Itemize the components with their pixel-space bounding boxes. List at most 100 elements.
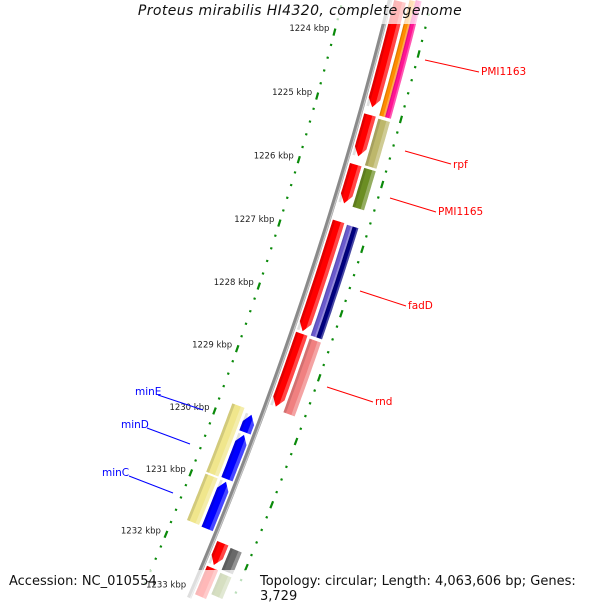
feature-shadow (206, 403, 235, 473)
gene-label-minc[interactable]: minC (102, 467, 129, 479)
gene-label-rpf[interactable]: rpf (453, 159, 468, 171)
minor-tick (322, 69, 326, 72)
feature-fwd-cog-b[interactable] (385, 0, 422, 119)
gene-label-rnd[interactable]: rnd (375, 396, 392, 408)
minor-tick (289, 183, 293, 187)
major-tick (269, 500, 275, 509)
minor-tick (253, 297, 256, 300)
map-title: Proteus mirabilis HI4320, complete genom… (137, 3, 463, 19)
minor-tick (329, 43, 333, 47)
major-tick (360, 245, 365, 254)
feature-highlight (247, 415, 258, 435)
minor-tick (352, 273, 356, 277)
callout-line-mind (146, 427, 191, 445)
major-tick (398, 115, 404, 124)
minor-tick (373, 209, 376, 212)
feature-fwd-cds[interactable] (366, 0, 406, 109)
feature-shadow (201, 479, 223, 528)
minor-tick (265, 259, 269, 263)
feature-shadow (239, 412, 249, 432)
gene-label-fadd[interactable]: fadD (408, 300, 433, 312)
feature-fwd-cds[interactable] (338, 163, 362, 206)
gene-label-mind[interactable]: minD (121, 419, 149, 431)
feature-rev-cds[interactable] (221, 432, 250, 482)
tick-label: 1224 kbp (289, 24, 329, 34)
feature-highlight (360, 115, 376, 158)
minor-tick (208, 422, 212, 425)
ruler-tick-labels: 1224 kbp 1225 kbp 1226 kbp 1227 kbp 1228 kbp… (121, 24, 330, 590)
major-tick (256, 282, 262, 290)
minor-tick (395, 131, 399, 134)
minor-tick (410, 78, 414, 82)
feature-body (310, 224, 353, 338)
feature-fwd-cds[interactable] (296, 219, 345, 334)
feature-fwd-cds[interactable] (352, 113, 376, 158)
feature-shadow (208, 541, 220, 564)
feature-highlight (374, 2, 406, 109)
feature-fwd-cog[interactable] (283, 338, 321, 417)
feature-fwd-cog[interactable] (352, 167, 376, 211)
minor-tick (326, 350, 330, 354)
callout-line-fadd (359, 290, 407, 307)
feature-rev-cds[interactable] (201, 479, 232, 532)
footer-backdrop (0, 570, 600, 600)
minor-tick (275, 490, 279, 494)
feature-fwd-cog-b[interactable] (316, 226, 359, 340)
feature-body (273, 331, 308, 407)
gene-label-pmi1163[interactable]: PMI1163 (481, 66, 526, 78)
tick-label: 1227 kbp (234, 215, 274, 225)
feature-body (206, 403, 245, 477)
backbone-layer (187, 0, 393, 599)
major-tick (234, 344, 240, 353)
feature-shadow (364, 118, 381, 167)
feature-highlight (195, 477, 218, 525)
feature-body (221, 434, 247, 482)
minor-tick (265, 515, 269, 519)
minor-tick (261, 272, 265, 275)
minor-tick (273, 234, 277, 238)
gene-label-pmi1165[interactable]: PMI1165 (438, 206, 483, 218)
minor-tick (424, 26, 427, 30)
callout-line-mine (157, 394, 204, 411)
feature-shadow (296, 219, 336, 331)
minor-tick (388, 157, 392, 160)
minor-tick (154, 557, 158, 561)
feature-body (354, 113, 376, 157)
backbone-highlight (189, 0, 393, 599)
feature-rev-cds[interactable] (239, 412, 258, 435)
feature-fwd-cog-a[interactable] (310, 224, 353, 338)
feature-fwd-cds[interactable] (270, 331, 308, 409)
feature-fwd-cog[interactable] (221, 547, 242, 575)
minor-tick (420, 39, 424, 43)
feature-highlight (320, 227, 359, 340)
callout-line-rnd (326, 386, 374, 403)
gene-label-mine[interactable]: minE (135, 386, 161, 398)
feature-body (221, 547, 242, 575)
major-tick (316, 373, 322, 382)
minor-tick (322, 363, 326, 367)
feature-highlight (209, 482, 232, 532)
feature-highlight (278, 334, 308, 409)
feature-highlight (346, 165, 362, 206)
feature-rev-cog[interactable] (206, 403, 245, 477)
feature-body (352, 167, 376, 211)
feature-body (299, 219, 345, 332)
minor-tick (281, 209, 285, 212)
tick-label: 1226 kbp (254, 152, 294, 162)
minor-tick (406, 91, 410, 95)
major-tick (380, 180, 385, 189)
feature-highlight (214, 406, 245, 477)
feature-fwd-cds[interactable] (208, 541, 229, 568)
feature-rev-cog[interactable] (187, 473, 218, 525)
major-tick (163, 530, 169, 539)
major-tick (293, 437, 299, 446)
feature-highlight (389, 1, 422, 119)
feature-fwd-cog-a[interactable] (379, 0, 416, 118)
feature-highlight (216, 544, 229, 568)
minor-tick (231, 359, 235, 363)
tick-label: 1229 kbp (192, 341, 232, 351)
major-tick (339, 309, 344, 318)
feature-body (187, 473, 218, 525)
feature-fwd-cog[interactable] (364, 118, 390, 169)
